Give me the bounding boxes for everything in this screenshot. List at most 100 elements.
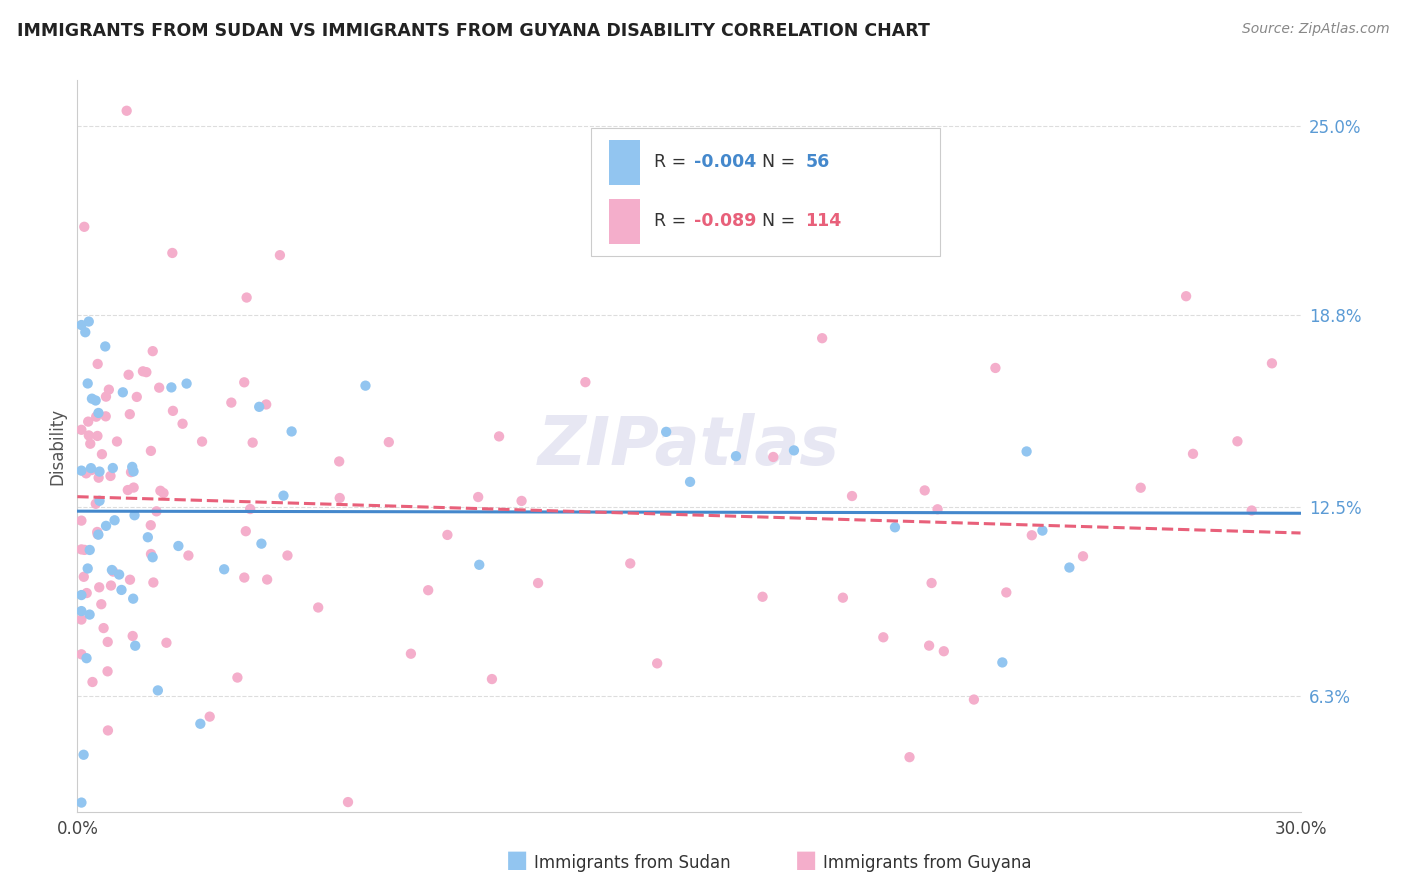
Point xyxy=(172,417,194,431)
Point xyxy=(86,524,108,539)
Point xyxy=(235,524,257,539)
Point xyxy=(1021,528,1043,542)
Point xyxy=(235,291,257,305)
Point xyxy=(307,600,329,615)
Point xyxy=(121,459,143,474)
Point xyxy=(117,368,139,382)
Text: ■: ■ xyxy=(506,848,529,872)
Point xyxy=(86,357,108,371)
Point xyxy=(125,390,148,404)
Text: N =: N = xyxy=(762,212,800,230)
Text: R =: R = xyxy=(654,212,692,230)
Point xyxy=(1226,434,1249,449)
Point xyxy=(70,542,93,557)
Point xyxy=(872,630,894,644)
Point xyxy=(70,464,93,478)
Point xyxy=(679,475,702,489)
Point xyxy=(1059,560,1081,574)
Point xyxy=(1129,481,1152,495)
Point xyxy=(212,562,235,576)
Point xyxy=(110,582,132,597)
Point xyxy=(280,425,302,439)
Point xyxy=(70,514,93,528)
Point xyxy=(132,364,155,378)
Point xyxy=(121,629,143,643)
Point xyxy=(70,318,93,332)
Point xyxy=(118,573,141,587)
Point xyxy=(124,639,146,653)
Point xyxy=(254,397,277,411)
Point xyxy=(995,585,1018,599)
Point xyxy=(87,527,110,541)
Point xyxy=(991,656,1014,670)
Text: N =: N = xyxy=(762,153,800,171)
Point xyxy=(75,325,97,339)
Text: 56: 56 xyxy=(806,153,830,171)
Point xyxy=(73,219,96,234)
Point xyxy=(1261,356,1284,370)
Text: IMMIGRANTS FROM SUDAN VS IMMIGRANTS FROM GUYANA DISABILITY CORRELATION CHART: IMMIGRANTS FROM SUDAN VS IMMIGRANTS FROM… xyxy=(17,22,929,40)
Point xyxy=(481,672,503,686)
Point xyxy=(645,657,668,671)
Point xyxy=(97,635,120,649)
Point xyxy=(120,465,142,479)
Point xyxy=(1240,503,1263,517)
Point xyxy=(177,549,200,563)
Text: -0.004: -0.004 xyxy=(695,153,756,171)
Point xyxy=(198,709,221,723)
Point xyxy=(148,381,170,395)
Point xyxy=(762,450,785,464)
Point xyxy=(70,648,93,662)
Point xyxy=(242,435,264,450)
Point xyxy=(527,576,550,591)
Point xyxy=(233,376,256,390)
Point xyxy=(162,404,184,418)
Point xyxy=(247,400,270,414)
Point xyxy=(963,692,986,706)
Point xyxy=(79,543,101,558)
Point xyxy=(101,563,124,577)
Point xyxy=(97,383,120,397)
Text: ZIPatlas: ZIPatlas xyxy=(538,413,839,479)
Point xyxy=(1182,447,1205,461)
Text: Immigrants from Sudan: Immigrants from Sudan xyxy=(534,855,731,872)
Point xyxy=(841,489,863,503)
Point xyxy=(269,248,291,262)
Point xyxy=(1031,524,1053,538)
Point xyxy=(72,747,94,762)
Point xyxy=(91,447,114,461)
Point xyxy=(79,607,101,622)
Point xyxy=(101,461,124,475)
Point xyxy=(76,561,98,575)
Point xyxy=(914,483,936,498)
Point xyxy=(87,406,110,420)
Point xyxy=(783,443,806,458)
Point xyxy=(70,588,93,602)
Point xyxy=(146,683,169,698)
Point xyxy=(142,344,165,359)
Point xyxy=(80,461,103,475)
Point xyxy=(488,429,510,443)
Point xyxy=(84,409,107,424)
Point xyxy=(70,423,93,437)
Point xyxy=(655,425,678,439)
Point xyxy=(77,428,100,442)
Point xyxy=(105,434,128,449)
Point xyxy=(378,435,401,450)
Point xyxy=(103,513,125,527)
Point xyxy=(124,508,146,523)
Point xyxy=(89,493,111,508)
Point xyxy=(984,361,1007,376)
Point xyxy=(226,671,249,685)
Point xyxy=(82,675,104,690)
Point xyxy=(160,380,183,394)
Point xyxy=(273,489,295,503)
Point xyxy=(574,375,596,389)
Text: -0.089: -0.089 xyxy=(695,212,756,230)
Point xyxy=(142,550,165,565)
Point xyxy=(1071,549,1094,564)
Point xyxy=(94,409,117,424)
Point xyxy=(176,376,198,391)
Point xyxy=(89,465,111,479)
Point xyxy=(233,570,256,584)
